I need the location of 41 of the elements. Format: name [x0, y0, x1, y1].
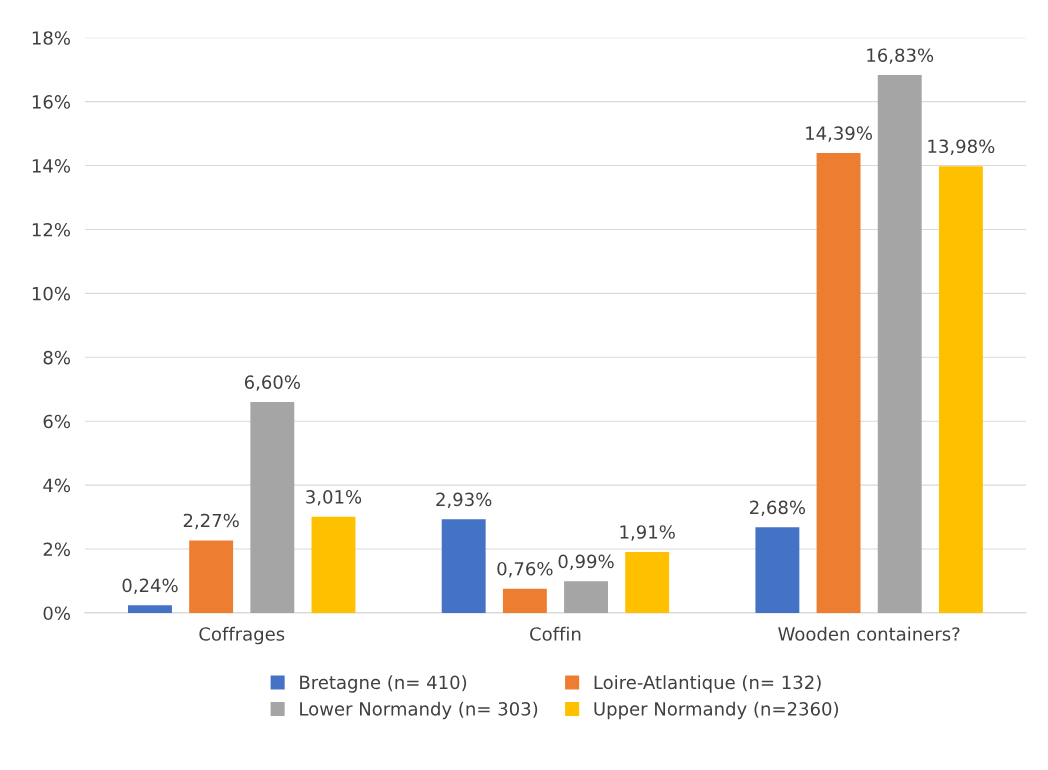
- bar: [625, 551, 670, 613]
- legend-label: Upper Normandy (n=2360): [594, 701, 839, 720]
- data-label: 0,99%: [558, 554, 614, 571]
- y-tick-label: 12%: [32, 222, 70, 237]
- bar: [564, 581, 608, 613]
- bar: [441, 519, 486, 613]
- data-label: 2,27%: [183, 513, 239, 530]
- data-label: 0,24%: [122, 578, 178, 595]
- x-tick-label: Coffrages: [199, 626, 285, 645]
- bar: [250, 402, 295, 613]
- bar: [502, 588, 547, 613]
- y-tick-label: 0%: [43, 606, 70, 621]
- legend-label: Lower Normandy (n= 303): [300, 701, 538, 720]
- bar: [938, 166, 983, 613]
- data-label: 6,60%: [244, 375, 301, 391]
- data-label: 3,01%: [306, 489, 362, 506]
- legend-label: Loire-Atlantique (n= 132): [594, 675, 821, 693]
- bar: [189, 540, 234, 613]
- x-tick-label: Wooden containers?: [778, 626, 960, 641]
- bar: [877, 75, 922, 613]
- data-label: 2,93%: [436, 492, 492, 509]
- x-tick-label: Coffin: [530, 626, 581, 641]
- bar: [816, 153, 861, 613]
- data-label: 14,39%: [806, 126, 872, 142]
- data-label: 1,91%: [620, 525, 675, 541]
- y-tick-label: 14%: [32, 159, 70, 173]
- data-label: 16,83%: [867, 48, 934, 64]
- y-tick-label: 4%: [43, 478, 70, 493]
- bar: [311, 516, 356, 613]
- y-tick-label: 2%: [43, 542, 70, 557]
- bar: [128, 605, 172, 613]
- data-label: 13,98%: [928, 139, 995, 155]
- data-label: 2,68%: [750, 500, 806, 517]
- y-tick-label: 18%: [32, 31, 70, 45]
- y-tick-label: 10%: [32, 286, 70, 301]
- y-tick-label: 16%: [32, 95, 70, 109]
- y-tick-label: 8%: [43, 350, 70, 365]
- y-tick-label: 6%: [43, 414, 70, 429]
- bar: [755, 527, 800, 613]
- data-label: 0,76%: [497, 561, 553, 578]
- legend-label: Bretagne (n= 410): [300, 675, 467, 693]
